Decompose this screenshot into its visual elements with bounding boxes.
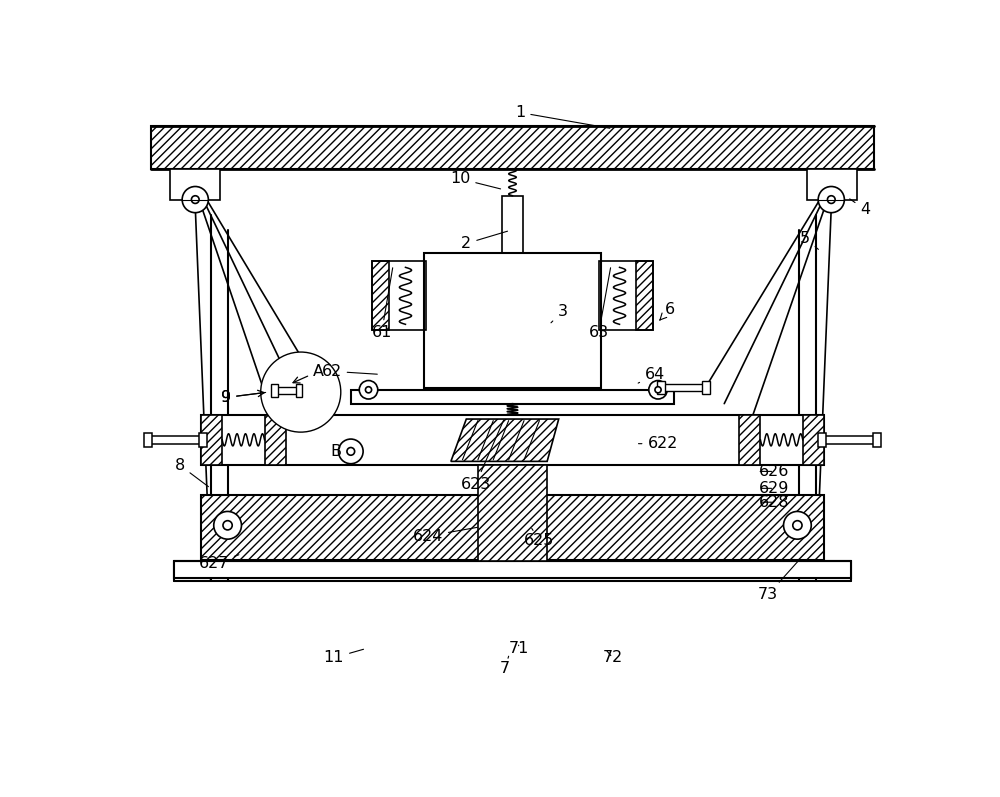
Text: 623: 623 <box>460 420 504 492</box>
Bar <box>657 380 665 395</box>
Bar <box>174 562 851 579</box>
Bar <box>151 127 874 169</box>
Bar <box>151 436 201 444</box>
Bar <box>199 433 207 447</box>
Circle shape <box>365 387 372 393</box>
Bar <box>873 433 881 447</box>
Circle shape <box>818 186 844 213</box>
Text: 11: 11 <box>324 650 364 665</box>
Text: 2: 2 <box>461 231 508 251</box>
Circle shape <box>649 380 667 399</box>
Text: 72: 72 <box>602 650 623 665</box>
Bar <box>144 433 152 447</box>
Bar <box>663 383 705 391</box>
Circle shape <box>827 196 835 203</box>
Bar <box>818 433 826 447</box>
Text: 9: 9 <box>221 390 264 405</box>
Bar <box>201 415 824 465</box>
Text: 10: 10 <box>450 171 501 189</box>
Bar <box>201 415 222 465</box>
Bar <box>265 415 286 465</box>
Circle shape <box>359 380 378 399</box>
Bar <box>372 261 426 331</box>
Bar <box>351 390 674 403</box>
Bar <box>502 196 523 253</box>
Text: 7: 7 <box>500 656 510 676</box>
Bar <box>271 383 278 398</box>
Circle shape <box>214 512 241 539</box>
Circle shape <box>223 520 232 530</box>
Text: 8: 8 <box>175 457 208 487</box>
Polygon shape <box>451 419 559 461</box>
Text: 1: 1 <box>515 105 610 128</box>
Text: 63: 63 <box>589 268 611 340</box>
Circle shape <box>261 352 341 432</box>
Bar <box>599 261 653 331</box>
Bar <box>201 494 824 560</box>
Bar <box>636 261 653 331</box>
Bar <box>372 261 389 331</box>
Circle shape <box>191 196 199 203</box>
Text: 625: 625 <box>524 528 555 548</box>
Text: 628: 628 <box>759 495 790 510</box>
Text: 64: 64 <box>638 367 665 383</box>
Circle shape <box>347 448 355 455</box>
Text: 5: 5 <box>800 230 818 249</box>
Bar <box>276 387 298 395</box>
Bar <box>170 169 220 199</box>
Bar <box>322 380 329 395</box>
Circle shape <box>784 512 811 539</box>
Text: 61: 61 <box>371 268 393 340</box>
Text: 624: 624 <box>413 528 477 544</box>
Bar <box>478 465 547 562</box>
Bar <box>824 436 874 444</box>
Circle shape <box>793 520 802 530</box>
Bar <box>807 169 857 199</box>
Text: 622: 622 <box>638 436 678 451</box>
Text: 9: 9 <box>221 390 266 405</box>
Bar <box>296 383 302 398</box>
Bar <box>277 380 285 395</box>
Bar <box>424 253 601 388</box>
Text: 629: 629 <box>759 481 789 496</box>
Text: 3: 3 <box>551 304 568 323</box>
Bar <box>739 415 760 465</box>
Bar <box>803 415 824 465</box>
Circle shape <box>182 186 208 213</box>
Text: 627: 627 <box>199 555 239 571</box>
Text: 626: 626 <box>759 464 789 479</box>
Text: B: B <box>331 444 342 459</box>
Bar <box>702 380 710 395</box>
Text: 71: 71 <box>508 641 529 656</box>
Text: 4: 4 <box>850 199 870 217</box>
Text: A: A <box>293 363 324 383</box>
Bar <box>282 383 324 391</box>
Text: 6: 6 <box>660 302 675 320</box>
Text: 73: 73 <box>758 559 799 602</box>
Text: 62: 62 <box>321 363 377 379</box>
Circle shape <box>655 387 661 393</box>
Circle shape <box>338 439 363 464</box>
